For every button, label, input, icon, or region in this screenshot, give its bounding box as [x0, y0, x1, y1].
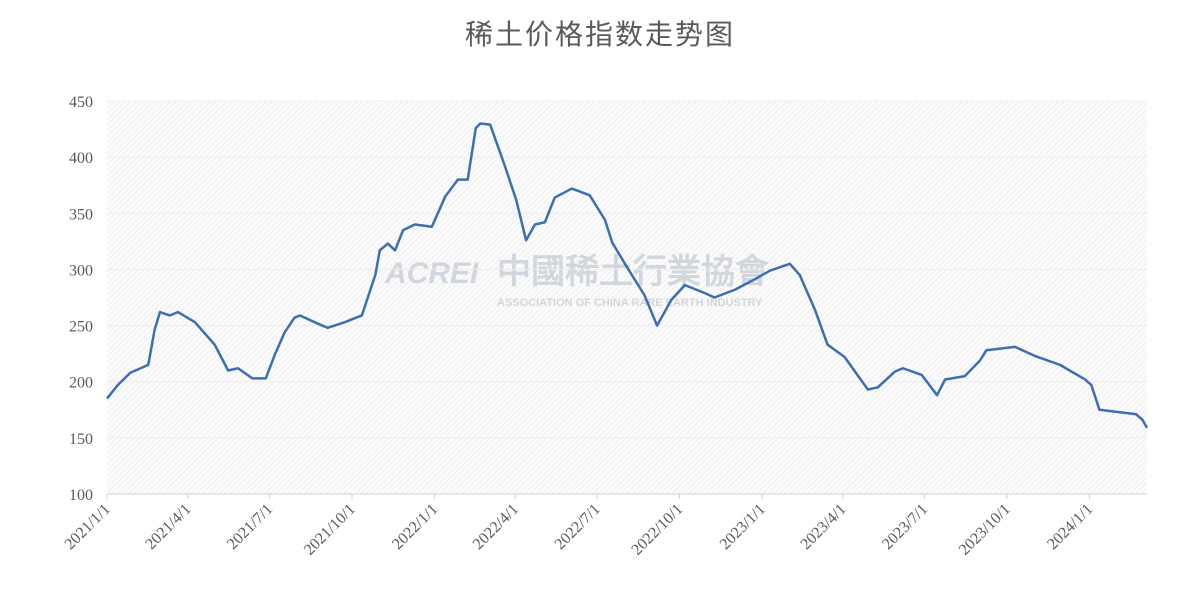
x-tick-label: 2023/10/1 — [956, 501, 1014, 559]
x-tick-label: 2021/4/1 — [142, 501, 194, 553]
x-tick-label: 2024/1/1 — [1044, 501, 1096, 553]
watermark-logo: ACREI — [384, 257, 479, 290]
x-tick-label: 2021/1/1 — [62, 501, 114, 553]
y-tick-label: 400 — [69, 150, 93, 167]
x-tick-label: 2022/4/1 — [470, 501, 522, 553]
y-tick-label: 200 — [69, 375, 93, 392]
x-tick-label: 2021/10/1 — [301, 501, 359, 559]
watermark: ACREI 中國稀土行業協會 ASSOCIATION OF CHINA RARE… — [384, 253, 770, 309]
x-tick-label: 2022/10/1 — [628, 501, 686, 559]
y-tick-label: 150 — [69, 431, 93, 448]
x-tick-label: 2022/1/1 — [389, 501, 441, 553]
x-tick-label: 2021/7/1 — [224, 501, 276, 553]
x-tick-label: 2023/7/1 — [879, 501, 931, 553]
chart-title: 稀土价格指数走势图 — [465, 19, 735, 51]
y-tick-label: 350 — [69, 206, 93, 223]
y-tick-label: 300 — [69, 262, 93, 279]
watermark-en: ASSOCIATION OF CHINA RARE EARTH INDUSTRY — [497, 297, 763, 309]
y-tick-label: 100 — [69, 487, 93, 504]
x-tick-label: 2023/1/1 — [717, 501, 769, 553]
watermark-cn: 中國稀土行業協會 — [497, 253, 770, 291]
y-tick-label: 450 — [69, 94, 93, 111]
plot-area — [107, 101, 1147, 494]
x-tick-label: 2022/7/1 — [552, 501, 604, 553]
y-tick-label: 250 — [69, 319, 93, 336]
x-tick-label: 2023/4/1 — [797, 501, 849, 553]
series-line — [106, 122, 1149, 429]
